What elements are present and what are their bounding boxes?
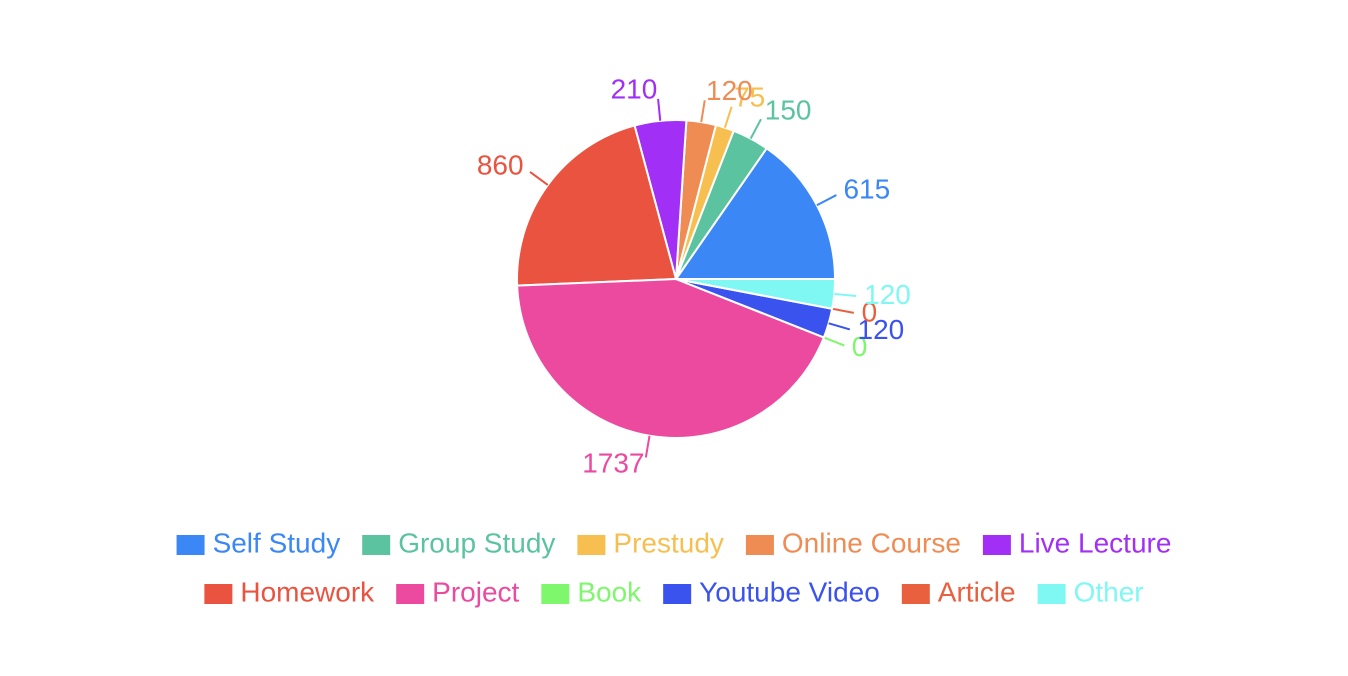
legend-item: Other (1037, 576, 1144, 607)
data-label: 615 (843, 174, 890, 205)
legend-label: Homework (240, 576, 375, 607)
data-label: 0 (852, 331, 868, 362)
legend-item: Article (901, 576, 1016, 607)
legend-swatch (541, 584, 570, 604)
legend-swatch (396, 584, 425, 604)
leader-line (529, 171, 549, 186)
legend-label: Youtube Video (699, 576, 880, 607)
legend-swatch (204, 584, 233, 604)
data-label: 120 (706, 75, 753, 106)
legend-swatch (901, 584, 930, 604)
legend-label: Group Study (398, 527, 555, 558)
leader-line (816, 194, 837, 207)
data-label: 0 (862, 297, 878, 328)
data-label: 150 (765, 95, 812, 126)
legend-label: Book (577, 576, 642, 607)
legend-item: Self Study (176, 527, 341, 558)
pie-slice (674, 146, 837, 280)
leader-line (823, 336, 845, 347)
leader-line (700, 100, 706, 123)
legend-item: Project (396, 576, 520, 607)
legend-swatch (577, 535, 606, 555)
legend-swatch (362, 535, 391, 555)
legend-swatch (745, 535, 774, 555)
data-label: 75 (734, 82, 765, 113)
legend-swatch (176, 535, 205, 555)
legend-item: Youtube Video (663, 576, 880, 607)
legend-label: Self Study (213, 527, 341, 558)
leader-line (749, 118, 762, 140)
legend-item: Homework (204, 576, 375, 607)
data-label: 210 (611, 73, 658, 104)
data-label: 120 (858, 314, 905, 345)
legend-label: Article (938, 576, 1016, 607)
leader-line (832, 307, 854, 314)
leader-line (828, 322, 851, 331)
data-label: 860 (477, 150, 524, 181)
legend-item: Live Lecture (982, 527, 1172, 558)
legend-label: Live Lecture (1019, 527, 1172, 558)
legend-swatch (982, 535, 1011, 555)
leader-line (723, 106, 733, 129)
legend-label: Other (1074, 576, 1144, 607)
data-label: 1737 (582, 448, 644, 479)
legend-label: Project (432, 576, 519, 607)
leader-line (644, 435, 651, 458)
pie-slice (675, 278, 837, 310)
leader-line (657, 98, 662, 121)
leader-line (834, 292, 857, 297)
legend-swatch (663, 584, 692, 604)
legend-item: Prestudy (577, 527, 724, 558)
data-label: 120 (864, 279, 911, 310)
legend-label: Online Course (782, 527, 961, 558)
legend-item: Group Study (362, 527, 555, 558)
legend-item: Online Course (745, 527, 961, 558)
legend-swatch (1037, 584, 1066, 604)
legend-label: Prestudy (613, 527, 724, 558)
legend-item: Book (541, 576, 642, 607)
pie-slice (516, 124, 678, 287)
